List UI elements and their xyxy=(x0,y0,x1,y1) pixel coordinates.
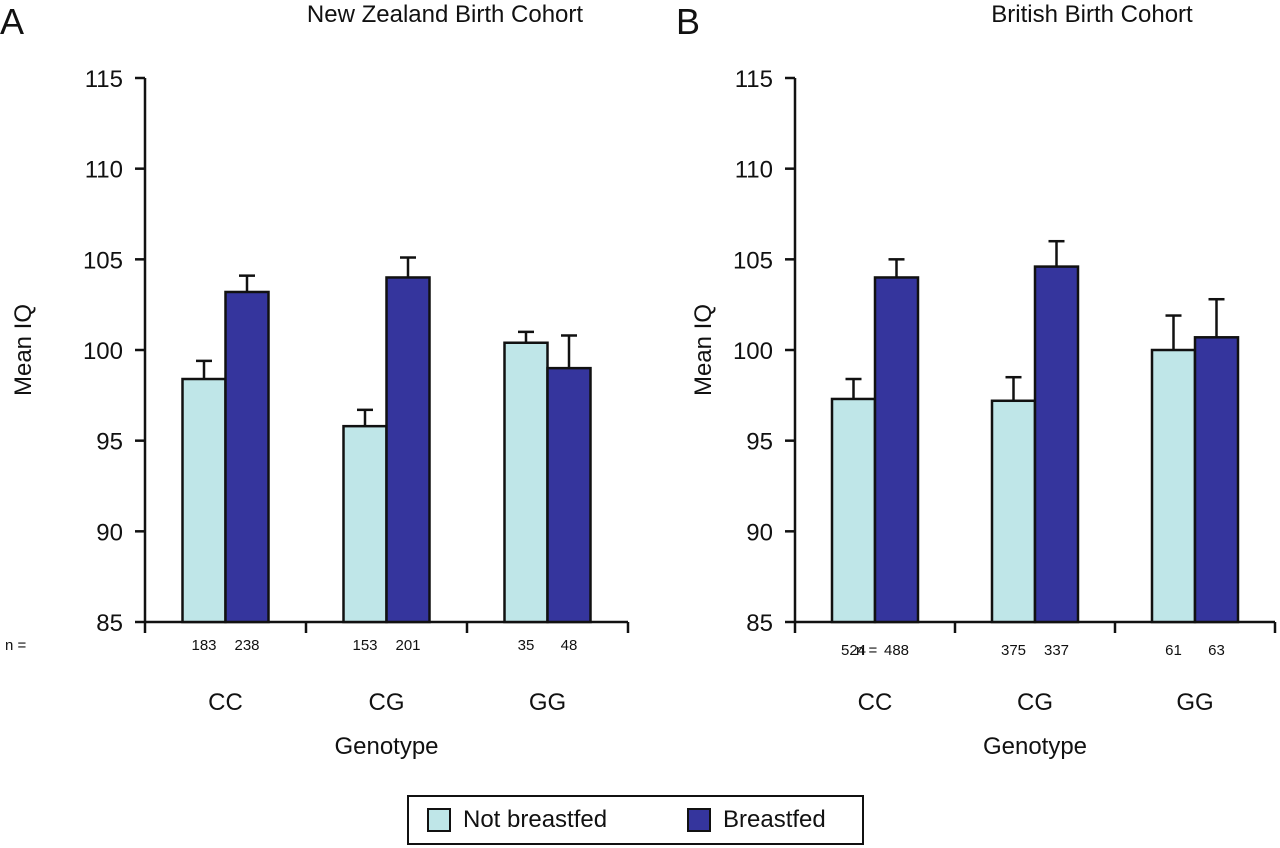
panel-a-n-label: 153 xyxy=(352,637,377,654)
panel-a-category-label: GG xyxy=(529,689,566,716)
panel-b-y-axis-label: Mean IQ xyxy=(690,304,717,396)
panel-b-n-prefix: n = xyxy=(856,642,878,659)
panel-b-bar-gg-not-breastfed xyxy=(1150,348,1197,624)
panel-a-bar-cc-not-breastfed xyxy=(181,377,227,624)
panel-b-n-label: 375 xyxy=(1001,642,1026,659)
panel-b-y-tick-label: 115 xyxy=(735,66,773,93)
panel-a-n-prefix: n = xyxy=(5,637,27,654)
panel-a-category-label: CG xyxy=(369,689,405,716)
panel-b-bar-cc-not-breastfed xyxy=(830,397,877,624)
panel-b-bar-cg-breastfed xyxy=(1033,265,1080,624)
panel-a-y-tick-label: 90 xyxy=(96,519,123,546)
legend-item-breastfed: Breastfed xyxy=(687,797,826,843)
panel-b-n-label: 337 xyxy=(1044,642,1069,659)
legend-item-not-breastfed: Not breastfed xyxy=(427,797,607,843)
panel-b-category-label: GG xyxy=(1176,689,1213,716)
panel-a-bar-cc-breastfed xyxy=(224,290,270,624)
panel-b-bar-cc-breastfed xyxy=(873,276,920,624)
panel-a-n-label: 183 xyxy=(191,637,216,654)
panel-a-x-axis-label: Genotype xyxy=(334,733,438,760)
panel-a-n-label: 201 xyxy=(395,637,420,654)
panel-a-title: New Zealand Birth Cohort xyxy=(307,1,583,28)
panel-a-label: A xyxy=(0,1,24,42)
panel-a-category-label: CC xyxy=(208,689,243,716)
legend-swatch-not-breastfed xyxy=(427,808,451,832)
panel-b-n-label: 524 xyxy=(841,642,866,659)
panel-b-bar-gg-breastfed xyxy=(1193,336,1240,624)
panel-a-bar-cg-not-breastfed xyxy=(342,424,388,624)
panel-b-x-axis-label: Genotype xyxy=(983,733,1087,760)
panel-a-y-tick-label: 105 xyxy=(83,247,123,274)
panel-b-y-tick-label: 105 xyxy=(733,247,773,274)
legend: Not breastfed Breastfed xyxy=(407,795,864,845)
panel-b-n-label: 488 xyxy=(884,642,909,659)
panel-b-y-tick-label: 100 xyxy=(733,338,773,365)
panel-b-y-tick-label: 85 xyxy=(746,610,773,637)
panel-b-category-label: CC xyxy=(858,689,893,716)
panel-a-n-label: 35 xyxy=(518,637,535,654)
panel-b-title: British Birth Cohort xyxy=(991,1,1193,28)
panel-b-label: B xyxy=(676,1,700,42)
panel-b-n-label: 61 xyxy=(1165,642,1182,659)
panel-b-category-label: CG xyxy=(1017,689,1053,716)
panel-a-bar-cg-breastfed xyxy=(385,276,431,624)
legend-label-not-breastfed: Not breastfed xyxy=(463,806,608,833)
panel-b-y-tick-label: 95 xyxy=(746,429,773,456)
panel-b-y-tick-label: 110 xyxy=(735,157,773,184)
panel-a-n-label: 48 xyxy=(561,637,578,654)
legend-swatch-breastfed xyxy=(687,808,711,832)
panel-a-y-tick-label: 100 xyxy=(83,338,123,365)
panel-a-y-tick-label: 85 xyxy=(96,610,123,637)
panel-a-y-axis-label: Mean IQ xyxy=(10,304,37,396)
panel-a-bar-gg-not-breastfed xyxy=(503,341,549,624)
panel-a-bar-gg-breastfed xyxy=(546,366,592,624)
panel-a-y-tick-label: 115 xyxy=(85,66,123,93)
panel-a-n-label: 238 xyxy=(234,637,259,654)
panel-b-bar-cg-not-breastfed xyxy=(990,399,1037,624)
panel-a-y-tick-label: 110 xyxy=(85,157,123,184)
panel-b-n-label: 63 xyxy=(1208,642,1225,659)
panel-a-y-tick-label: 95 xyxy=(96,429,123,456)
legend-label-breastfed: Breastfed xyxy=(723,806,826,833)
panel-b-y-tick-label: 90 xyxy=(746,519,773,546)
